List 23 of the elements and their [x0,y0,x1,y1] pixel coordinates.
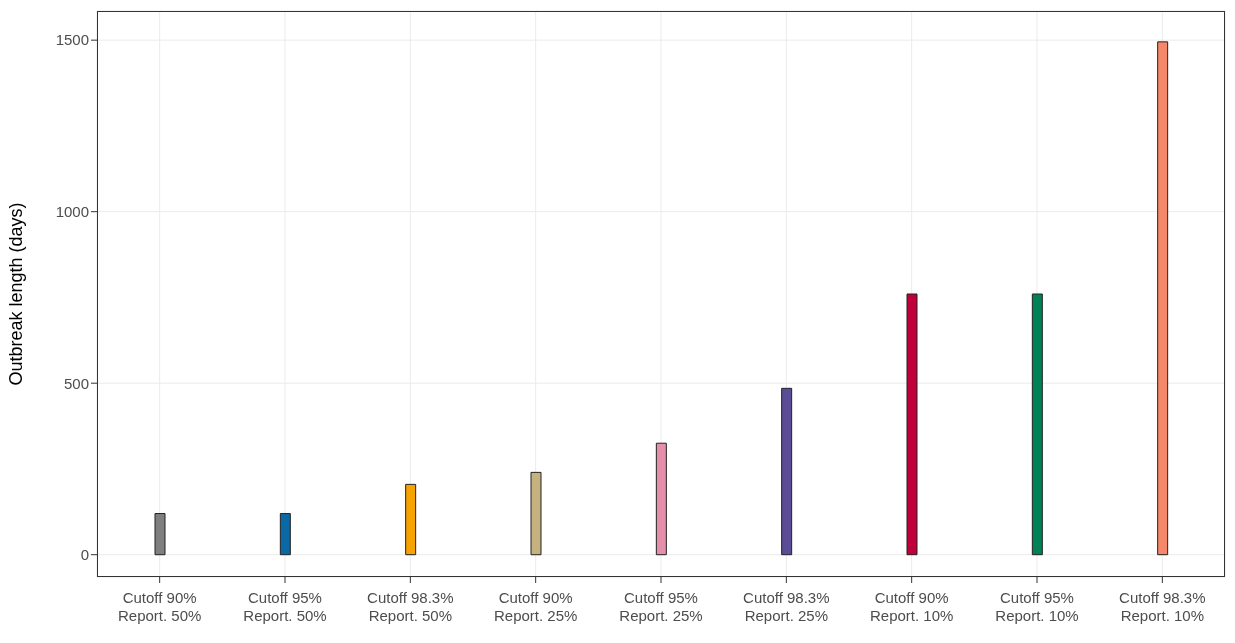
x-tick-label: Cutoff 95% Report. 50% [243,589,327,624]
y-tick-label: 1000 [55,203,89,220]
bar [530,471,542,556]
bar [906,293,918,556]
bar [405,483,417,556]
y-tick-label: 0 [80,546,89,564]
bar [781,387,793,556]
bar [279,513,291,556]
x-tick-label: Cutoff 98.3% Report. 10% [1119,589,1206,624]
x-tick-label: Cutoff 90% Report. 50% [117,589,202,624]
y-tick-label: 1500 [55,31,89,49]
x-tick-label: Cutoff 95% Report. 10% [995,589,1079,624]
x-tick-label: Cutoff 90% Report. 10% [869,589,954,624]
bar [1031,293,1043,556]
bar [154,513,166,556]
x-tick-label: Cutoff 95% Report. 25% [619,589,703,624]
x-tick-label: Cutoff 90% Report. 25% [493,589,578,624]
bar [655,442,667,556]
x-tick-label: Cutoff 98.3% Report. 25% [743,589,830,624]
y-tick-label: 500 [63,374,89,392]
y-axis-title: Outbreak length (days) [6,202,27,386]
bar [1157,41,1169,556]
x-tick-label: Cutoff 98.3% Report. 50% [367,589,454,624]
